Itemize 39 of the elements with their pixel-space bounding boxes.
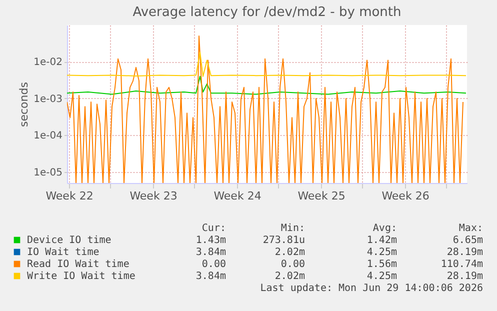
x-tick-label: Week 22 xyxy=(46,190,94,202)
legend-label: Write IO Wait time xyxy=(27,271,136,282)
text: Avg: xyxy=(372,223,397,234)
text: 0.00 xyxy=(280,259,305,270)
x-tick-label: Week 24 xyxy=(214,190,262,202)
y-tick-label: 1e-04 xyxy=(34,130,62,142)
text: 0.00 xyxy=(202,259,226,270)
text: Max: xyxy=(458,223,483,234)
legend-label: Read IO Wait time xyxy=(27,259,130,270)
line-series xyxy=(67,52,466,77)
text: 6.65m xyxy=(452,235,483,246)
x-tick-label: Week 26 xyxy=(382,190,430,202)
y-tick-label: 1e-05 xyxy=(34,167,62,178)
line-series xyxy=(67,36,464,183)
chart-title: Average latency for /dev/md2 - by month xyxy=(132,5,402,20)
text: 2.02m xyxy=(274,271,305,282)
text: Min: xyxy=(280,223,305,234)
text: 1.42m xyxy=(366,235,397,246)
legend-label: Device IO time xyxy=(27,235,112,246)
x-tick-label: Week 23 xyxy=(130,190,178,202)
text: 4.25m xyxy=(366,247,397,258)
text: 28.19m xyxy=(446,247,483,258)
y-tick-label: 1e-03 xyxy=(34,94,62,105)
text: 273.81u xyxy=(262,235,305,246)
x-tick-label: Week 25 xyxy=(298,190,346,202)
text: 110.74m xyxy=(440,259,483,270)
text: 2.02m xyxy=(274,247,305,258)
legend-label: IO Wait time xyxy=(27,247,100,258)
text: 4.25m xyxy=(366,271,397,282)
text: 1.43m xyxy=(196,235,226,246)
line-series xyxy=(67,76,466,95)
text: 1.56m xyxy=(366,259,397,270)
text: 3.84m xyxy=(196,271,226,282)
text: 28.19m xyxy=(446,271,483,282)
text: 3.84m xyxy=(196,247,226,258)
text: Last update: Mon Jun 29 14:00:06 2026 xyxy=(260,283,483,294)
text: Cur: xyxy=(202,223,226,234)
y-axis-title: seconds xyxy=(18,82,31,127)
y-tick-label: 1e-02 xyxy=(34,57,62,68)
